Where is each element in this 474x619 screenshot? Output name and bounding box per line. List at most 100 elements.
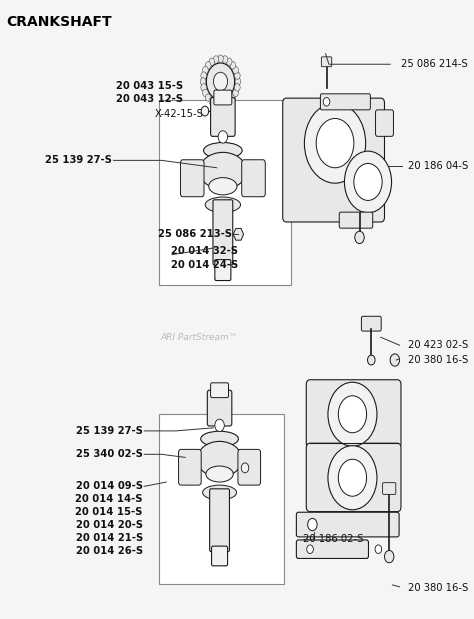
FancyBboxPatch shape: [179, 449, 201, 485]
Circle shape: [209, 98, 215, 105]
Circle shape: [227, 98, 232, 105]
Text: 20 380 16-S: 20 380 16-S: [408, 355, 468, 365]
Circle shape: [213, 100, 219, 107]
FancyBboxPatch shape: [213, 200, 233, 265]
Circle shape: [390, 354, 400, 366]
FancyBboxPatch shape: [306, 443, 401, 512]
Circle shape: [222, 100, 228, 107]
Circle shape: [230, 94, 236, 102]
FancyBboxPatch shape: [210, 489, 229, 552]
Circle shape: [235, 72, 240, 79]
Text: 20 014 15-S: 20 014 15-S: [75, 507, 143, 517]
Text: 20 423 02-S: 20 423 02-S: [408, 340, 468, 350]
Circle shape: [384, 550, 394, 563]
Text: ARI PartStream™: ARI PartStream™: [160, 333, 238, 342]
Circle shape: [222, 56, 228, 63]
FancyBboxPatch shape: [214, 90, 232, 105]
Bar: [159, 414, 284, 584]
Circle shape: [316, 118, 354, 168]
Circle shape: [355, 232, 364, 243]
Circle shape: [215, 419, 224, 431]
Circle shape: [354, 163, 382, 201]
FancyBboxPatch shape: [320, 94, 370, 110]
Text: X-42-15-S: X-42-15-S: [155, 108, 204, 119]
Ellipse shape: [206, 466, 233, 482]
Text: 25 086 213-S: 25 086 213-S: [158, 229, 232, 240]
Ellipse shape: [197, 441, 242, 477]
FancyBboxPatch shape: [321, 57, 332, 67]
FancyBboxPatch shape: [211, 546, 228, 566]
FancyBboxPatch shape: [383, 483, 396, 495]
Circle shape: [209, 58, 215, 66]
FancyBboxPatch shape: [296, 540, 368, 558]
Circle shape: [308, 518, 317, 530]
Text: 20 014 32-S: 20 014 32-S: [171, 246, 238, 256]
Circle shape: [235, 84, 240, 91]
Text: 25 086 214-S: 25 086 214-S: [401, 59, 468, 69]
Circle shape: [202, 89, 208, 97]
FancyBboxPatch shape: [361, 316, 381, 331]
Text: 20 014 20-S: 20 014 20-S: [76, 520, 143, 530]
Circle shape: [205, 94, 211, 102]
Text: CRANKSHAFT: CRANKSHAFT: [6, 15, 112, 29]
Text: 20 186 04-S: 20 186 04-S: [408, 161, 468, 171]
Text: 25 139 27-S: 25 139 27-S: [45, 155, 112, 165]
Ellipse shape: [209, 178, 237, 195]
Circle shape: [230, 62, 236, 69]
Text: 25 340 02-S: 25 340 02-S: [76, 449, 143, 459]
Text: 20 043 12-S: 20 043 12-S: [116, 94, 183, 105]
Ellipse shape: [202, 485, 237, 500]
FancyBboxPatch shape: [339, 212, 373, 228]
FancyBboxPatch shape: [181, 160, 204, 197]
Ellipse shape: [205, 197, 240, 212]
FancyBboxPatch shape: [207, 390, 232, 426]
Circle shape: [213, 56, 219, 63]
Circle shape: [205, 62, 211, 69]
FancyBboxPatch shape: [215, 259, 231, 280]
Circle shape: [367, 355, 375, 365]
Ellipse shape: [201, 431, 238, 447]
Ellipse shape: [203, 142, 242, 158]
Circle shape: [328, 382, 377, 446]
FancyBboxPatch shape: [238, 449, 261, 485]
Text: 20 380 16-S: 20 380 16-S: [408, 583, 468, 593]
Circle shape: [218, 101, 223, 108]
Circle shape: [233, 66, 238, 74]
Circle shape: [338, 459, 366, 496]
Ellipse shape: [199, 152, 246, 189]
Bar: [159, 100, 291, 285]
Circle shape: [338, 396, 366, 433]
Circle shape: [304, 103, 365, 183]
FancyBboxPatch shape: [210, 383, 228, 397]
Circle shape: [201, 84, 207, 91]
Text: 20 014 09-S: 20 014 09-S: [76, 482, 143, 491]
Text: 20 043 15-S: 20 043 15-S: [116, 82, 183, 92]
Circle shape: [235, 78, 241, 85]
Circle shape: [213, 72, 228, 91]
Circle shape: [201, 72, 207, 79]
Circle shape: [375, 545, 382, 553]
FancyBboxPatch shape: [210, 98, 235, 136]
FancyBboxPatch shape: [306, 379, 401, 448]
Circle shape: [323, 98, 330, 106]
Circle shape: [200, 78, 206, 85]
Circle shape: [241, 463, 249, 473]
Circle shape: [201, 106, 209, 116]
Circle shape: [307, 545, 313, 553]
Circle shape: [328, 446, 377, 510]
Circle shape: [206, 63, 235, 100]
Circle shape: [202, 66, 208, 74]
Text: 25 139 27-S: 25 139 27-S: [76, 426, 143, 436]
Circle shape: [233, 89, 238, 97]
Circle shape: [218, 55, 223, 63]
FancyBboxPatch shape: [242, 160, 265, 197]
Text: 20 014 14-S: 20 014 14-S: [75, 495, 143, 504]
Text: 20 186 02-S: 20 186 02-S: [303, 534, 364, 544]
FancyBboxPatch shape: [283, 98, 384, 222]
Text: 20 014 21-S: 20 014 21-S: [75, 533, 143, 543]
FancyBboxPatch shape: [375, 110, 393, 136]
Circle shape: [345, 151, 392, 213]
Circle shape: [218, 131, 228, 143]
Text: 20 014 26-S: 20 014 26-S: [76, 546, 143, 556]
Text: 20 014 24-S: 20 014 24-S: [171, 259, 238, 269]
